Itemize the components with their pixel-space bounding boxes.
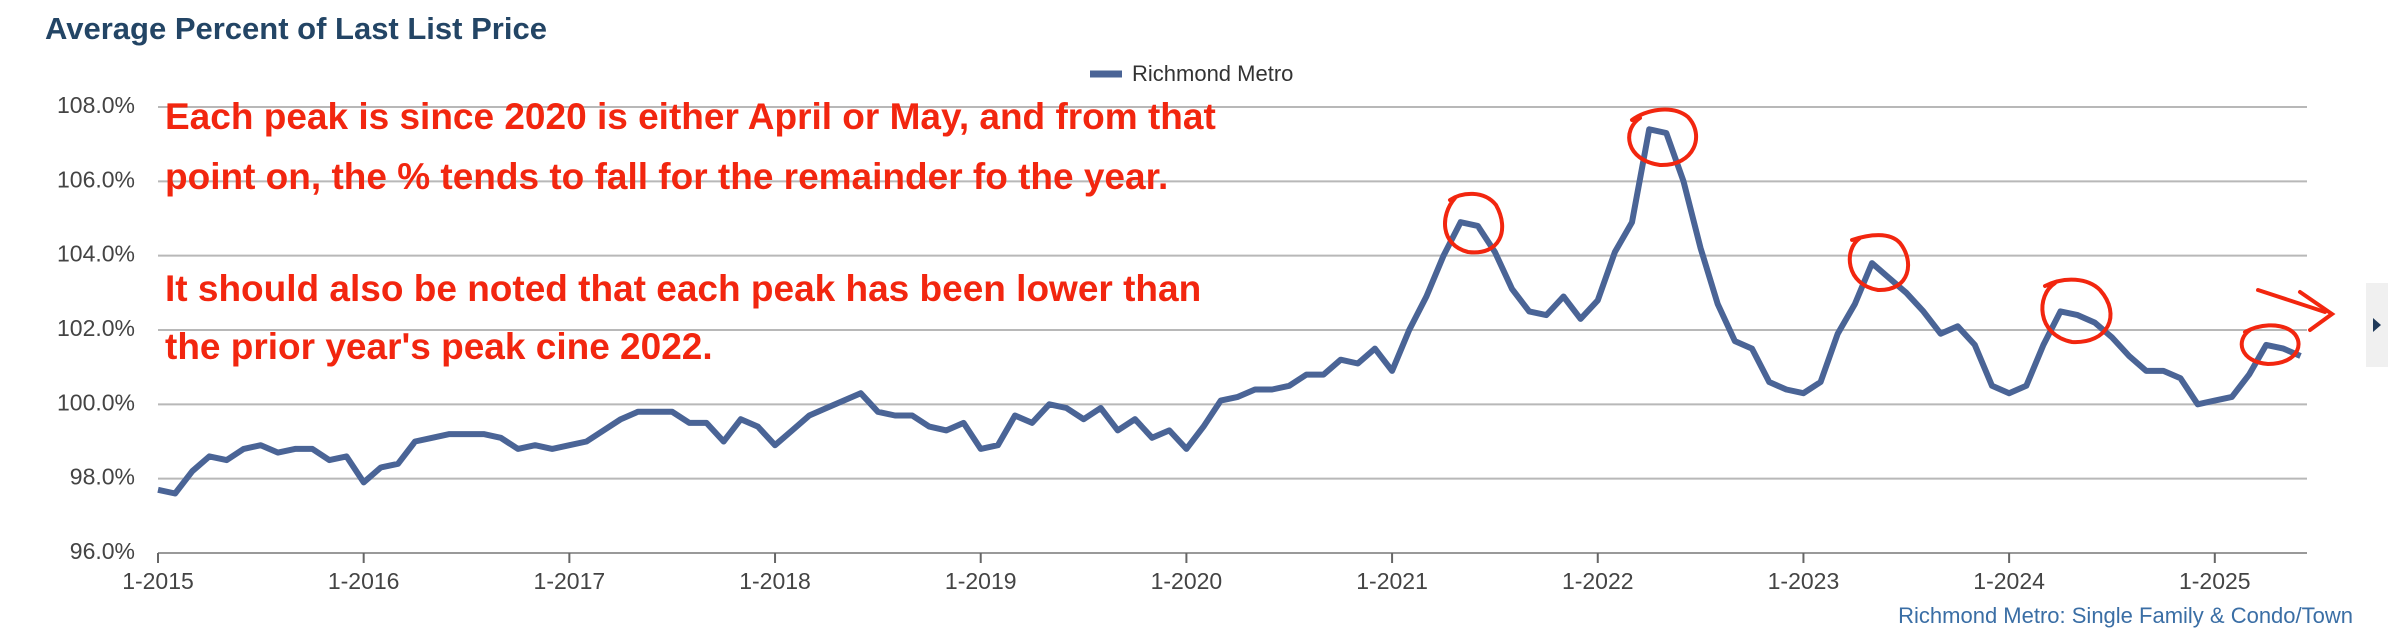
x-tick-label: 1-2022 <box>1562 568 1634 594</box>
annotation: point on, the % tends to fall for the re… <box>165 156 1168 197</box>
annotation: Each peak is since 2020 is either April … <box>165 96 1216 137</box>
y-tick-label: 96.0% <box>70 538 135 564</box>
x-tick-label: 1-2015 <box>122 568 194 594</box>
x-tick-label: 1-2016 <box>328 568 400 594</box>
y-tick-label: 98.0% <box>70 464 135 490</box>
y-tick-label: 100.0% <box>57 389 135 415</box>
arrow-head <box>2298 290 2336 332</box>
hand-drawn-marks <box>1443 107 2336 367</box>
y-tick-label: 104.0% <box>57 241 135 267</box>
y-tick-label: 106.0% <box>57 166 135 192</box>
circle <box>2239 323 2301 367</box>
legend: Richmond Metro <box>1090 61 1293 86</box>
x-tick-label: 1-2021 <box>1356 568 1428 594</box>
y-tick-label: 102.0% <box>57 315 135 341</box>
series-line <box>157 126 2302 497</box>
annotation: the prior year's peak cine 2022. <box>165 326 713 367</box>
y-tick-label: 108.0% <box>57 92 135 118</box>
circle <box>1627 107 1699 168</box>
side-tab-arrow <box>2373 318 2381 332</box>
annotation: It should also be noted that each peak h… <box>165 268 1201 309</box>
x-tick-label: 1-2023 <box>1768 568 1840 594</box>
annotations: Each peak is since 2020 is either April … <box>165 96 1216 367</box>
x-tick-label: 1-2017 <box>534 568 606 594</box>
arrow <box>2256 288 2327 314</box>
x-tick-label: 1-2019 <box>945 568 1017 594</box>
chart-title: Average Percent of Last List Price <box>45 11 547 46</box>
circle <box>1443 191 1505 255</box>
x-tick-label: 1-2018 <box>739 568 811 594</box>
source-note: Richmond Metro: Single Family & Condo/To… <box>1898 603 2353 628</box>
legend-label: Richmond Metro <box>1132 61 1293 86</box>
x-tick-label: 1-2024 <box>1973 568 2045 594</box>
plot-area: 96.0% 98.0% 100.0% 102.0% 104.0% 106.0% 108.0%… <box>57 92 2307 594</box>
x-tick-label: 1-2020 <box>1151 568 1223 594</box>
circle <box>1847 233 1910 293</box>
x-tick-label: 1-2025 <box>2179 568 2251 594</box>
circle <box>2040 277 2113 345</box>
